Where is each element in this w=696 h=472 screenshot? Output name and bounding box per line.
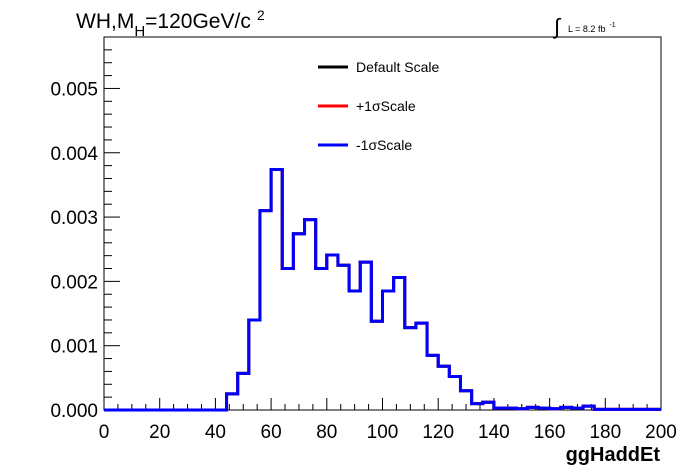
lumi-integral: ∫: [552, 14, 562, 39]
x-tick-label: 180: [589, 422, 621, 443]
x-tick-label: 100: [367, 422, 399, 443]
lumi-superscript: -1: [609, 22, 615, 29]
x-tick-label: 40: [205, 422, 226, 443]
x-tick-label: 20: [149, 422, 170, 443]
x-tick-label: 80: [316, 422, 337, 443]
lumi-label: L = 8.2 fb -1: [568, 22, 616, 34]
legend-label-default: Default Scale: [356, 59, 439, 75]
y-tick-label: 0.003: [50, 208, 98, 229]
y-tick-label: 0.005: [50, 79, 98, 100]
legend: Default Scale +1σScale -1σScale: [318, 59, 439, 153]
plot-frame: [103, 36, 662, 411]
x-tick-label: 0: [99, 422, 110, 443]
x-tick-label: 120: [422, 422, 454, 443]
y-tick-label: 0.001: [50, 337, 98, 358]
lumi-text: L = 8.2 fb: [568, 24, 605, 34]
x-tick-label: 60: [261, 422, 282, 443]
y-tick-label: 0.002: [50, 272, 98, 293]
legend-label-minus1sigma: -1σScale: [356, 137, 412, 153]
title-superscript: 2: [257, 7, 265, 23]
y-axis: 0.000 0.001 0.002 0.003 0.004 0.005: [50, 36, 120, 422]
y-tick-label: 0.004: [50, 144, 98, 165]
x-tick-label: 160: [534, 422, 566, 443]
series-layer: [104, 167, 661, 412]
x-axis-title: ggHaddEt: [566, 444, 661, 466]
title-main: =120GeV/c: [145, 10, 251, 33]
series-line-2: [104, 167, 661, 412]
chart-title: WH,MH=120GeV/c 2: [76, 7, 265, 40]
x-tick-label: 140: [478, 422, 510, 443]
title-subscript: H: [134, 23, 145, 40]
x-tick-label: 200: [645, 422, 677, 443]
y-tick-label: 0.000: [50, 401, 98, 422]
title-prefix: WH,M: [76, 10, 134, 33]
legend-label-plus1sigma: +1σScale: [356, 98, 416, 114]
